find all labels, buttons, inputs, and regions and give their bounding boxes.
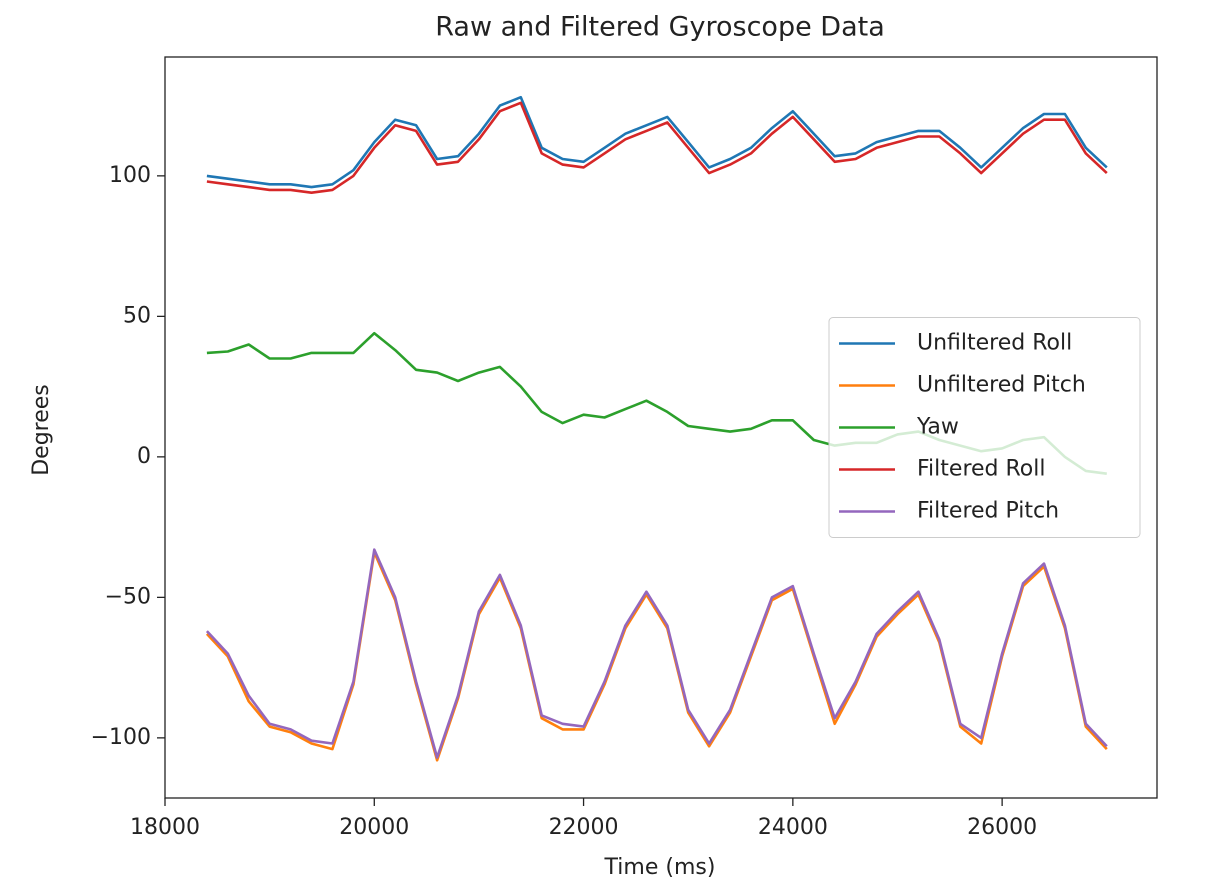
legend-label: Filtered Roll	[917, 457, 1045, 482]
y-tick-label: −100	[91, 725, 151, 750]
y-tick-label: 100	[109, 163, 151, 188]
legend-box	[828, 317, 1141, 538]
y-tick-label: 50	[123, 303, 151, 328]
legend-label: Filtered Pitch	[917, 499, 1059, 524]
series-line	[206, 101, 1108, 194]
legend-label: Yaw	[916, 415, 959, 440]
x-tick-label: 22000	[549, 815, 619, 840]
legend-label: Unfiltered Pitch	[917, 373, 1086, 398]
x-tick-label: 24000	[758, 815, 828, 840]
y-tick-label: −50	[105, 584, 151, 609]
series-line	[205, 551, 1108, 762]
x-tick-label: 18000	[130, 815, 200, 840]
legend-label: Unfiltered Roll	[917, 331, 1072, 356]
series-line	[205, 548, 1108, 759]
series-line	[206, 95, 1108, 189]
y-axis-label: Degrees	[29, 384, 54, 476]
chart-title: Raw and Filtered Gyroscope Data	[435, 12, 885, 43]
plot-frame	[164, 56, 1158, 799]
y-tick-label: 0	[137, 444, 151, 469]
x-tick-label: 20000	[339, 815, 409, 840]
x-tick-label: 26000	[967, 815, 1037, 840]
x-axis-label: Time (ms)	[604, 855, 716, 880]
